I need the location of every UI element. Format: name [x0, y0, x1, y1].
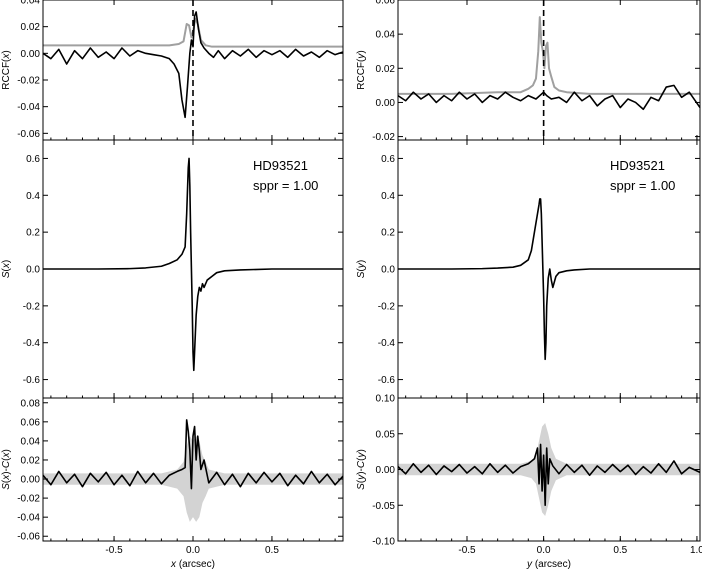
ytick-label: -0.10: [372, 537, 395, 548]
xlabel: y (arcsec): [526, 559, 571, 570]
ytick-label: 0.6: [381, 154, 395, 165]
ytick-label: -0.05: [372, 501, 395, 512]
ylabel: S(y): [356, 260, 367, 278]
xtick-label: -0.5: [458, 545, 476, 556]
xtick-label: 0.0: [537, 545, 551, 556]
ytick-label: 0.04: [21, 0, 41, 7]
ytick-label: 0.10: [376, 394, 396, 405]
uncertainty-band: [43, 436, 343, 522]
ytick-label: -0.02: [372, 132, 395, 143]
annotation-text: HD93521: [610, 158, 665, 173]
panel-right-bot: -0.10 -0.05 0.00 0.05 0.10 -0.5 0.0 0.5 1.0 S(y)-…: [356, 394, 702, 571]
panel-right-top: -0.02 0.00 0.02 0.04 0.06 RCCF(y): [356, 0, 701, 143]
panel-right-mid: -0.6 -0.4 -0.2 0.0 0.2 0.4 0.6 S(y) HD93521 sppr …: [356, 139, 701, 399]
annotation-text: sppr = 1.00: [610, 178, 675, 193]
ylabel: S(y)-C(y): [356, 449, 367, 490]
ytick-label: 0.6: [26, 154, 40, 165]
ytick-label: -0.04: [17, 102, 40, 113]
panel-left-bot: -0.06 -0.04 -0.02 0.00 0.02 0.04 0.06 0.08 -0.5 0…: [1, 397, 344, 570]
series-line-gray: [398, 16, 700, 95]
ytick-label: 0.00: [21, 49, 41, 60]
ytick-label: 0.2: [26, 228, 40, 239]
xtick-label: 0.5: [613, 545, 627, 556]
panel-left-top: -0.06 -0.04 -0.02 0.00 0.02 0.04 RCCF(x): [1, 0, 344, 141]
ytick-label: -0.06: [17, 129, 40, 140]
series-line-black: [42, 419, 344, 490]
ytick-label: 0.00: [376, 98, 396, 109]
ytick-label: 0.02: [21, 22, 41, 33]
ytick-label: -0.2: [378, 301, 396, 312]
ytick-label: -0.2: [23, 301, 41, 312]
ytick-label: 0.04: [376, 30, 396, 41]
xtick-label: 0.5: [265, 545, 279, 556]
ytick-label: -0.06: [17, 532, 40, 543]
ytick-label: 0.06: [21, 417, 41, 428]
ytick-label: 0.0: [381, 265, 395, 276]
ytick-label: -0.6: [378, 375, 396, 386]
ylabel: S(x): [1, 260, 12, 278]
xtick-label: -0.5: [105, 545, 123, 556]
ytick-label: 0.02: [376, 64, 396, 75]
series-line-black: [398, 198, 700, 361]
annotation-text: HD93521: [253, 158, 308, 173]
series-line-black: [42, 11, 344, 119]
ytick-label: -0.04: [17, 513, 40, 524]
xtick-label: 0.0: [186, 545, 200, 556]
series-line-black: [397, 443, 701, 507]
xlabel: x (arcsec): [170, 559, 215, 570]
ytick-label: 0.4: [381, 191, 395, 202]
ytick-label: 0.08: [21, 398, 41, 409]
ylabel: RCCF(x): [1, 50, 12, 89]
ylabel: RCCF(y): [356, 50, 367, 89]
ytick-label: 0.2: [381, 228, 395, 239]
xtick-label: 1.0: [690, 545, 702, 556]
panel-left-mid: -0.6 -0.4 -0.2 0.0 0.2 0.4 0.6 S(x) HD93521 sppr …: [1, 139, 344, 399]
ytick-label: -0.6: [23, 375, 41, 386]
ytick-label: -0.02: [17, 494, 40, 505]
series-line-black: [43, 157, 343, 372]
ytick-label: 0.4: [26, 191, 40, 202]
ytick-label: 0.02: [21, 455, 41, 466]
ytick-label: 0.0: [26, 265, 40, 276]
ytick-label: 0.00: [21, 475, 41, 486]
series-line-black: [397, 84, 701, 111]
ytick-label: 0.05: [376, 429, 396, 440]
ytick-label: 0.00: [376, 465, 396, 476]
annotation-text: sppr = 1.00: [253, 178, 318, 193]
ytick-label: -0.4: [378, 338, 396, 349]
ytick-label: -0.4: [23, 338, 41, 349]
ytick-label: 0.06: [376, 0, 396, 7]
ytick-label: 0.04: [21, 436, 41, 447]
ytick-label: -0.02: [17, 76, 40, 87]
ylabel: S(x)-C(x): [1, 449, 12, 490]
